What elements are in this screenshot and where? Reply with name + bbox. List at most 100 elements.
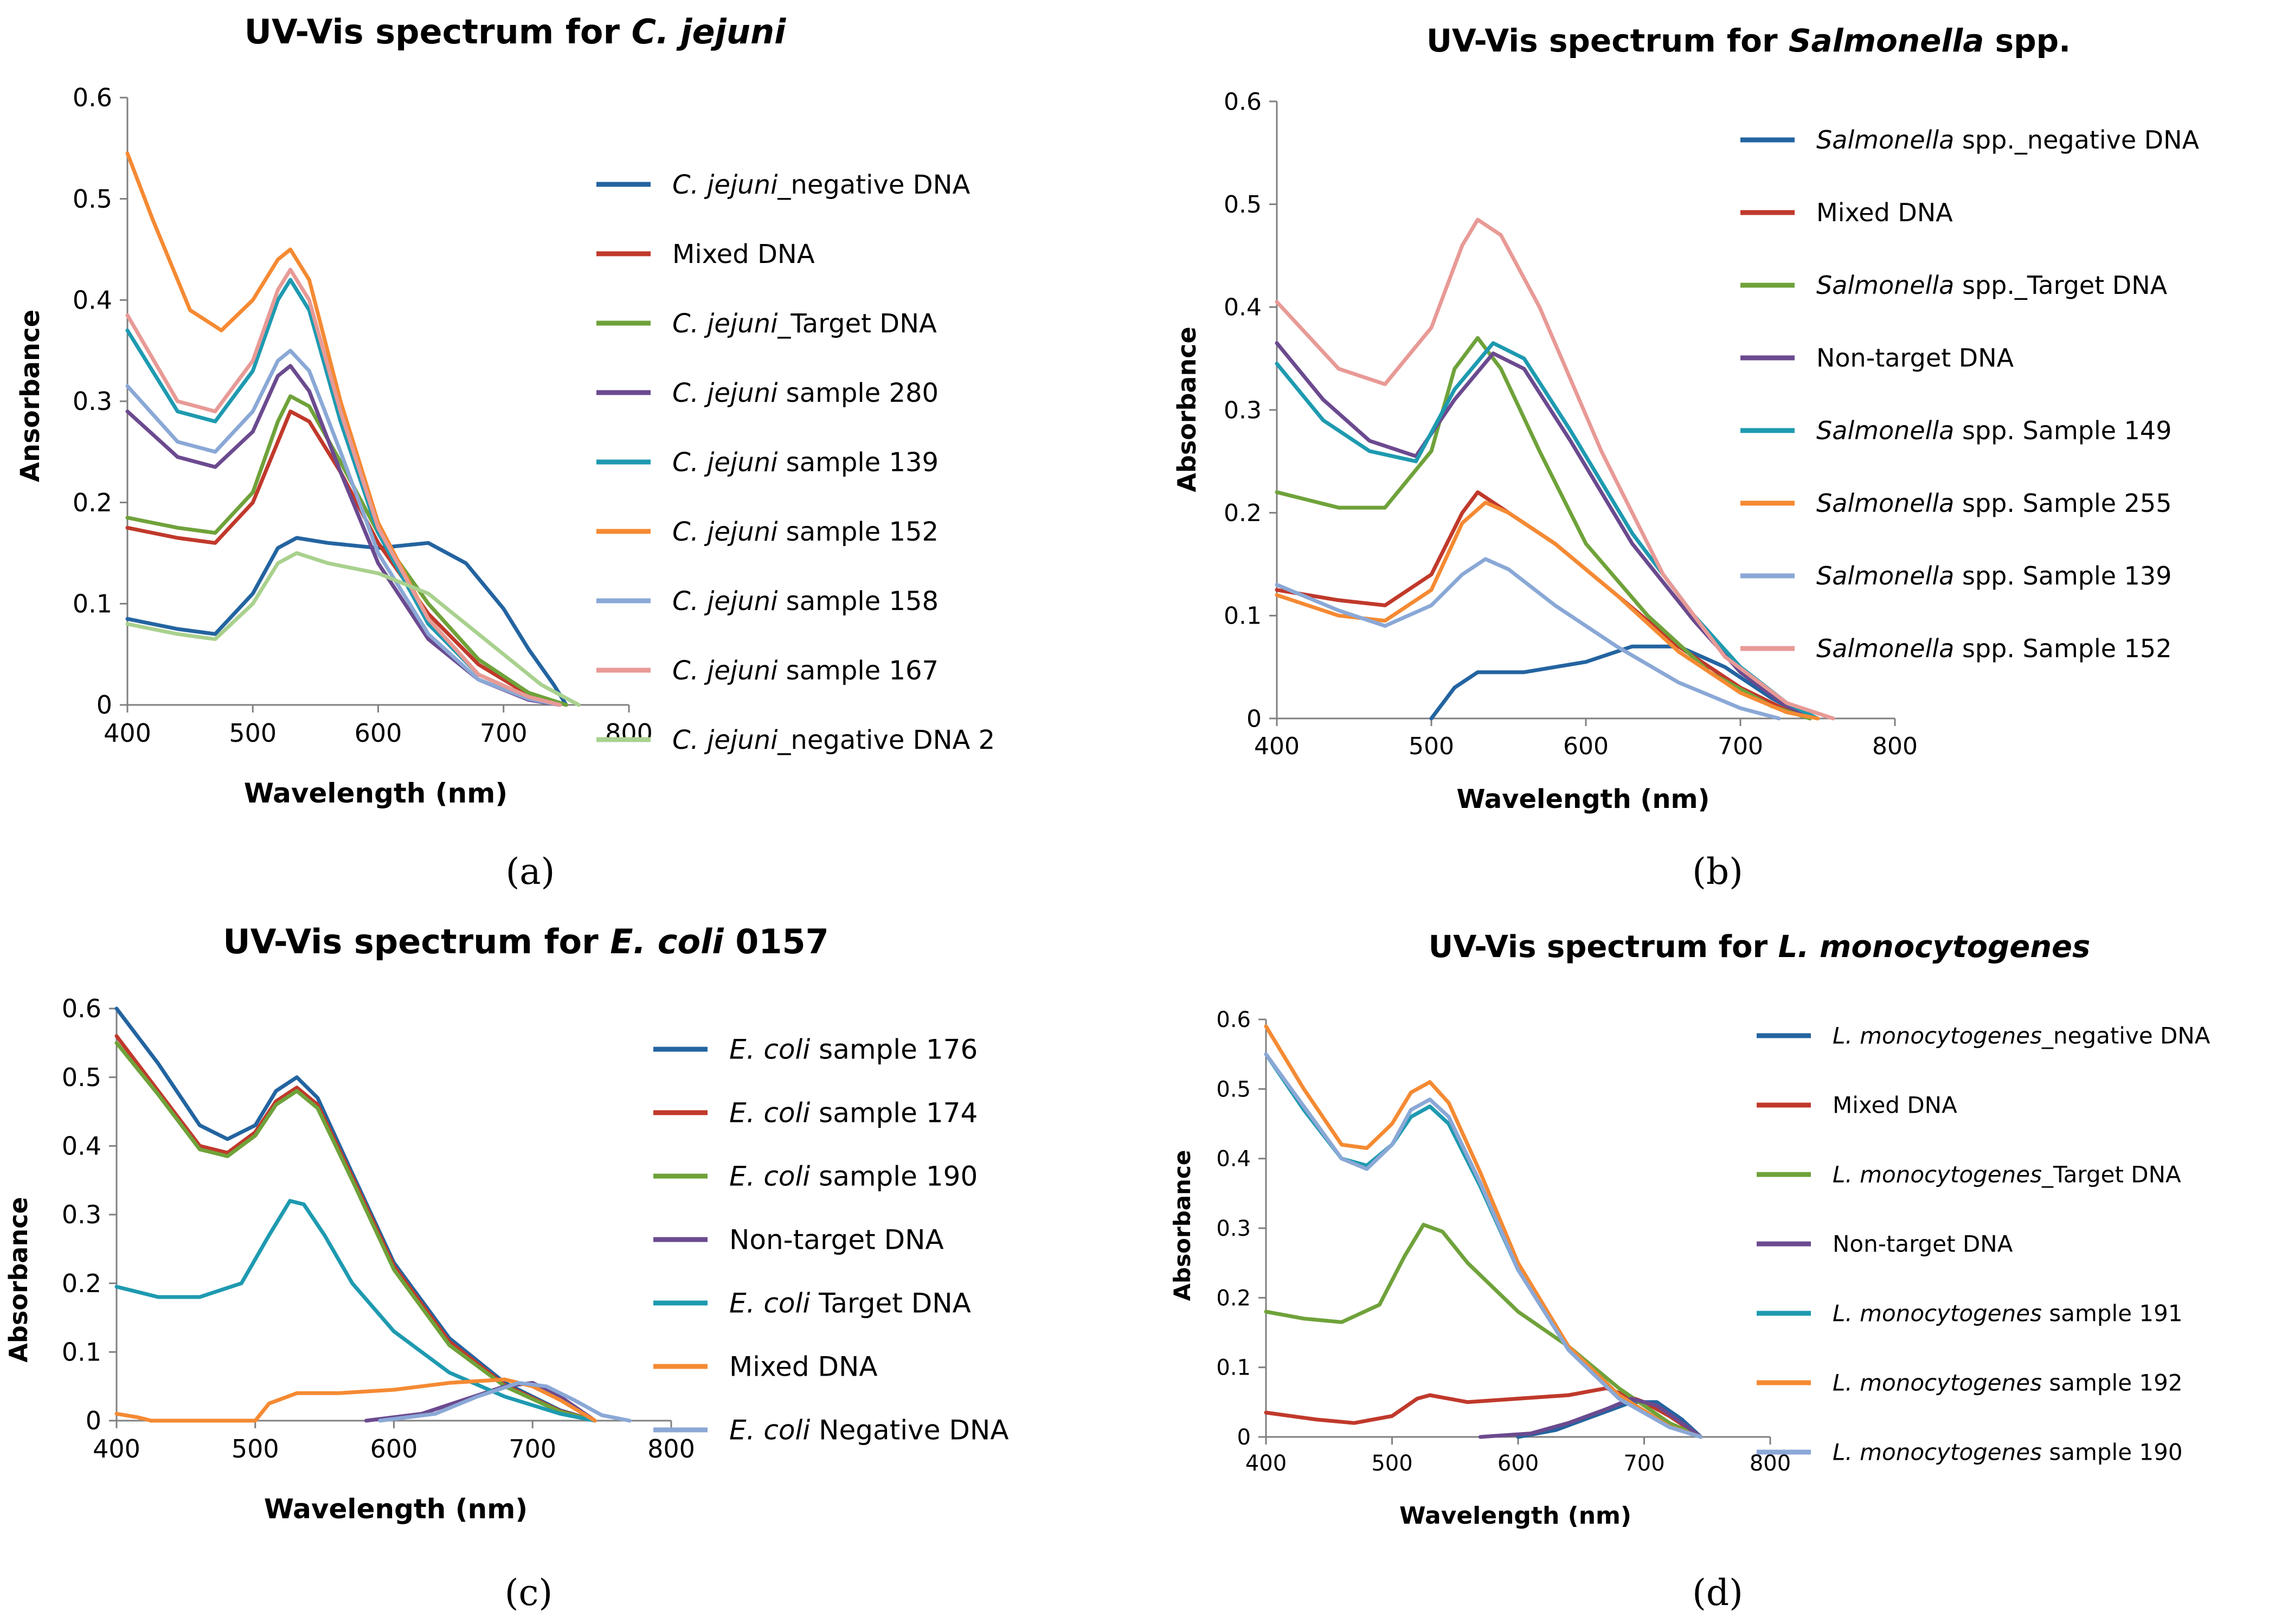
x-axis-label-b: Wavelength (nm) bbox=[1457, 784, 1710, 814]
x-tick-label: 700 bbox=[1623, 1451, 1664, 1476]
x-axis-label-c: Wavelength (nm) bbox=[264, 1493, 528, 1525]
series-line-b-4 bbox=[1275, 341, 1820, 721]
legend-label: Mixed DNA bbox=[1833, 1092, 1957, 1119]
y-tick-label: 0.5 bbox=[1224, 191, 1262, 219]
y-axis-label-a: Ansorbance bbox=[15, 310, 46, 482]
series-line-d-2 bbox=[1264, 1386, 1703, 1439]
legend-label: C. jejuni sample 280 bbox=[672, 378, 939, 408]
x-tick-label: 500 bbox=[232, 1434, 279, 1463]
y-tick-label: 0.6 bbox=[62, 994, 101, 1023]
series-line-a-2 bbox=[125, 409, 568, 707]
legend-label: Mixed DNA bbox=[1816, 198, 1953, 227]
chart-title-d: UV-Vis spectrum for L. monocytogenes bbox=[1429, 929, 2091, 965]
x-axis-label-d: Wavelength (nm) bbox=[1399, 1502, 1631, 1530]
y-tick-label: 0.1 bbox=[1224, 602, 1262, 630]
legend-label: Mixed DNA bbox=[672, 239, 815, 269]
legend-label: E. coli sample 174 bbox=[729, 1097, 978, 1129]
y-tick-label: 0.1 bbox=[1216, 1356, 1251, 1381]
x-tick-label: 500 bbox=[1371, 1451, 1412, 1476]
y-tick-label: 0.5 bbox=[62, 1063, 101, 1092]
panel-d: UV-Vis spectrum for L. monocytogenes 0 0.… bbox=[1169, 929, 2210, 1614]
y-tick-label: 0.1 bbox=[62, 1337, 101, 1366]
series-line-d-5 bbox=[1264, 1052, 1703, 1439]
x-tick-label: 400 bbox=[104, 718, 151, 748]
series-line-b-6 bbox=[1275, 500, 1820, 721]
series-line-c-2 bbox=[114, 1034, 597, 1423]
x-tick-label: 400 bbox=[1254, 733, 1300, 760]
y-tick-label: 0 bbox=[1237, 1425, 1251, 1450]
x-tick-label: 500 bbox=[1409, 733, 1454, 760]
y-tick-label: 0.4 bbox=[1224, 294, 1262, 322]
series-line-c-3 bbox=[114, 1041, 597, 1423]
legend-label: Non-target DNA bbox=[729, 1224, 944, 1256]
series-line-b-1 bbox=[1429, 644, 1812, 721]
legend-label: C. jejuni sample 152 bbox=[672, 517, 939, 547]
legend-label: Salmonella spp. Sample 139 bbox=[1816, 561, 2171, 590]
caption-b: (b) bbox=[1692, 851, 1743, 893]
x-tick-label: 500 bbox=[229, 718, 277, 748]
legend-label: Non-target DNA bbox=[1816, 343, 2014, 373]
y-tick-label: 0.5 bbox=[1216, 1077, 1251, 1102]
series-line-a-7 bbox=[125, 349, 562, 707]
y-tick-label: 0.3 bbox=[73, 387, 112, 416]
legend-label: Salmonella spp. Sample 149 bbox=[1816, 416, 2171, 445]
y-tick-label: 0.2 bbox=[73, 488, 112, 517]
y-tick-label: 0.6 bbox=[73, 83, 112, 112]
x-tick-label: 600 bbox=[370, 1434, 418, 1463]
y-tick-label: 0 bbox=[1246, 705, 1262, 733]
y-tick-label: 0.4 bbox=[62, 1131, 101, 1160]
legend-label: Salmonella spp. Sample 255 bbox=[1816, 489, 2171, 518]
legend-label: C. jejuni sample 158 bbox=[672, 586, 939, 617]
series-line-b-8 bbox=[1275, 217, 1835, 721]
x-tick-label: 600 bbox=[1563, 733, 1609, 760]
series-line-a-9 bbox=[125, 551, 581, 707]
legend-label: E. coli Negative DNA bbox=[729, 1415, 1009, 1446]
caption-d: (d) bbox=[1692, 1572, 1743, 1614]
legend-label: L. monocytogenes_negative DNA bbox=[1833, 1023, 2210, 1049]
legend-label: Salmonella spp. Sample 152 bbox=[1816, 634, 2171, 663]
series-line-c-5 bbox=[114, 1199, 597, 1423]
legend-label: L. monocytogenes sample 192 bbox=[1833, 1370, 2183, 1396]
legend-label: Salmonella spp._negative DNA bbox=[1816, 125, 2200, 155]
x-tick-label: 700 bbox=[509, 1434, 556, 1463]
y-tick-label: 0.2 bbox=[1224, 499, 1262, 527]
caption-c: (c) bbox=[505, 1572, 552, 1614]
chart-title-b: UV-Vis spectrum for Salmonella spp. bbox=[1426, 22, 2071, 59]
series-line-a-1 bbox=[125, 536, 568, 707]
x-tick-label: 700 bbox=[1718, 733, 1763, 760]
y-tick-label: 0.4 bbox=[73, 285, 112, 314]
y-tick-label: 0.2 bbox=[62, 1269, 101, 1298]
y-tick-label: 0.5 bbox=[73, 184, 112, 214]
y-tick-label: 0.2 bbox=[1216, 1286, 1251, 1311]
legend-label: C. jejuni_Target DNA bbox=[672, 309, 937, 339]
y-tick-label: 0.6 bbox=[1216, 1007, 1251, 1032]
y-tick-label: 0.3 bbox=[1224, 396, 1262, 424]
y-tick-label: 0 bbox=[86, 1406, 101, 1435]
x-tick-label: 400 bbox=[93, 1434, 140, 1463]
series-line-d-7 bbox=[1264, 1052, 1703, 1439]
chart-title-a: UV-Vis spectrum for C. jejuni bbox=[245, 12, 787, 52]
legend-label: Mixed DNA bbox=[729, 1351, 878, 1383]
x-tick-label: 800 bbox=[605, 718, 653, 748]
y-tick-label: 0.3 bbox=[1216, 1216, 1251, 1241]
y-tick-label: 0.1 bbox=[73, 589, 112, 618]
x-tick-label: 400 bbox=[1245, 1451, 1287, 1476]
legend-label: C. jejuni_negative DNA bbox=[672, 170, 970, 200]
series-line-a-3 bbox=[125, 394, 568, 707]
panel-b: UV-Vis spectrum for Salmonella spp. 0 0.1… bbox=[1172, 22, 2200, 893]
x-tick-label: 600 bbox=[1498, 1451, 1539, 1476]
x-tick-label: 800 bbox=[1872, 733, 1918, 760]
x-tick-label: 800 bbox=[647, 1434, 695, 1463]
x-tick-label: 600 bbox=[355, 718, 402, 748]
legend-label: L. monocytogenes sample 191 bbox=[1833, 1300, 2183, 1327]
series-line-d-6 bbox=[1264, 1024, 1703, 1439]
caption-a: (a) bbox=[506, 851, 555, 893]
series-line-c-6 bbox=[114, 1377, 597, 1423]
legend-label: C. jejuni_negative DNA 2 bbox=[672, 725, 995, 755]
legend-label: E. coli Target DNA bbox=[729, 1288, 971, 1319]
series-line-c-1 bbox=[114, 1006, 597, 1423]
x-tick-label: 800 bbox=[1750, 1451, 1791, 1476]
series-line-a-5 bbox=[125, 278, 562, 707]
series-line-d-4 bbox=[1478, 1396, 1703, 1439]
